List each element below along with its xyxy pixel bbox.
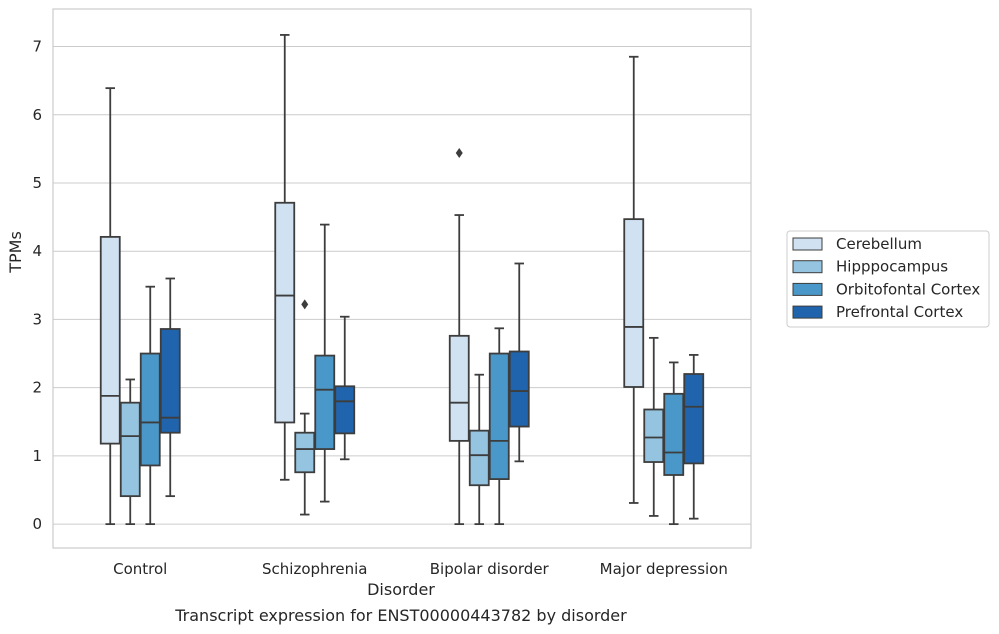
- legend-swatch: [792, 305, 823, 319]
- outlier-point: [455, 147, 463, 158]
- x-tick-label: Bipolar disorder: [430, 560, 550, 578]
- x-tick-label: Major depression: [600, 560, 728, 578]
- box: [448, 334, 470, 442]
- box: [468, 429, 490, 487]
- y-axis-label: TPMs: [6, 231, 25, 274]
- legend: Cerebellum Hipppocampus Orbitofontal Corte…: [786, 230, 990, 328]
- legend-label: Prefrontal Cortex: [836, 303, 963, 321]
- box-group: [448, 147, 530, 526]
- box: [508, 350, 530, 428]
- y-tick-labels: 0 1 2 3 4 5 6 7: [32, 38, 42, 534]
- box-group: [274, 34, 356, 516]
- y-tick-label: 4: [32, 242, 42, 260]
- box: [139, 352, 161, 467]
- box: [488, 352, 510, 480]
- chart-caption: Transcript expression for ENST0000044378…: [174, 606, 627, 625]
- box: [623, 218, 645, 388]
- box: [99, 235, 121, 445]
- y-tick-label: 5: [32, 174, 42, 192]
- x-tick-label: Schizophrenia: [262, 560, 367, 578]
- legend-label: Cerebellum: [836, 235, 922, 253]
- box: [159, 328, 181, 434]
- legend-swatch: [792, 260, 823, 274]
- legend-label: Hipppocampus: [836, 258, 948, 276]
- box-group: [99, 87, 181, 526]
- outlier-point: [301, 299, 309, 310]
- box: [663, 392, 685, 476]
- box: [683, 373, 705, 465]
- legend-label: Orbitofontal Cortex: [836, 280, 980, 298]
- legend-swatch: [792, 237, 823, 251]
- plot-frame: [52, 8, 752, 549]
- box: [334, 385, 356, 435]
- box: [274, 201, 296, 424]
- y-tick-label: 3: [32, 310, 42, 328]
- box: [119, 401, 141, 498]
- y-tick-label: 6: [32, 106, 42, 124]
- y-tick-label: 7: [32, 38, 42, 56]
- legend-frame: [786, 230, 990, 328]
- box-groups: [99, 34, 705, 526]
- y-tick-label: 2: [32, 379, 42, 397]
- x-tick-label: Control: [113, 560, 167, 578]
- box: [294, 431, 316, 474]
- box-group: [623, 55, 705, 526]
- box: [643, 408, 665, 463]
- x-tick-labels: Control Schizophrenia Bipolar disorder Majo…: [113, 560, 728, 578]
- x-axis-label: Disorder: [367, 580, 435, 599]
- y-tick-label: 1: [32, 447, 42, 465]
- y-tick-label: 0: [32, 515, 42, 533]
- box: [314, 354, 336, 450]
- legend-swatch: [792, 282, 823, 296]
